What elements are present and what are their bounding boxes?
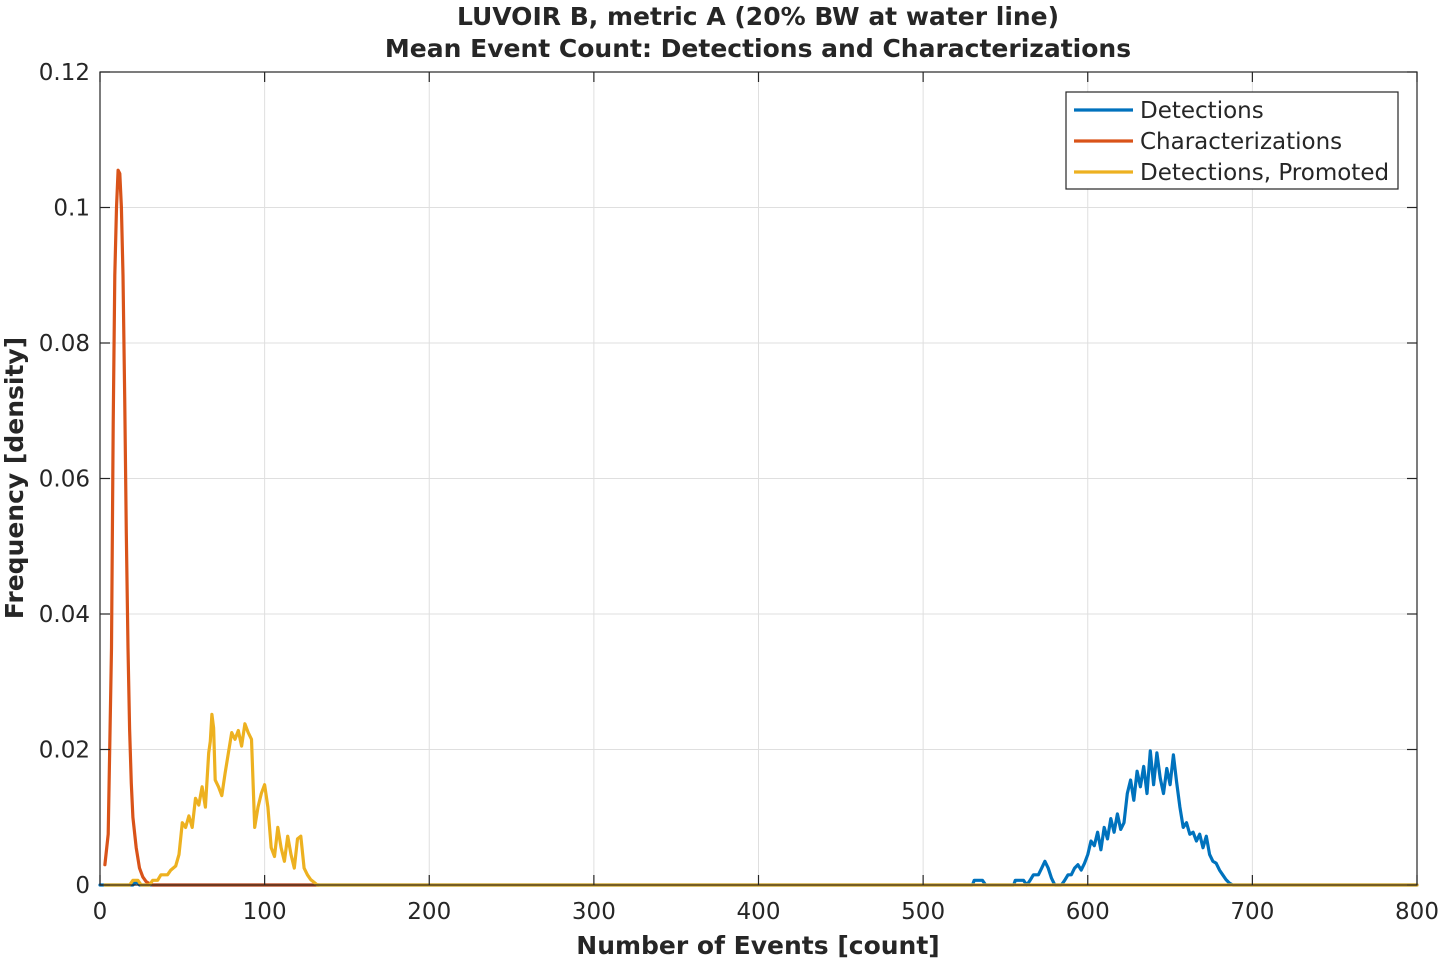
series-line-detections-promoted	[103, 712, 1419, 887]
series-line-characterizations	[103, 168, 321, 887]
x-tick-label: 600	[1066, 899, 1110, 925]
y-axis-label: Frequency [density]	[0, 337, 29, 619]
chart-title-line-1: LUVOIR B, metric A (20% BW at water line…	[457, 2, 1059, 31]
y-tick-label: 0.08	[39, 331, 90, 357]
x-tick-label: 200	[407, 899, 451, 925]
y-tick-label: 0.04	[39, 602, 90, 628]
axis-ticks	[99, 71, 1418, 886]
legend-label-detections-promoted: Detections, Promoted	[1140, 160, 1389, 186]
y-tick-label: 0.12	[39, 60, 90, 86]
x-tick-label: 800	[1395, 899, 1439, 925]
x-tick-label: 500	[901, 899, 945, 925]
y-tick-label: 0.02	[39, 738, 90, 764]
y-tick-label: 0.06	[39, 467, 90, 493]
y-axis-tick-labels: 0 0.02 0.04 0.06 0.08 0.1 0.12	[39, 60, 90, 899]
x-tick-label: 0	[93, 899, 108, 925]
y-tick-label: 0.1	[53, 196, 90, 222]
x-tick-label: 100	[243, 899, 287, 925]
legend: Detections Characterizations Detections, P…	[1065, 91, 1399, 190]
x-tick-label: 700	[1230, 899, 1274, 925]
x-axis-tick-labels: 0 100 200 300 400 500 600 700 800	[93, 899, 1439, 925]
legend-label-characterizations: Characterizations	[1140, 129, 1342, 155]
x-tick-label: 400	[737, 899, 781, 925]
plot-lines	[98, 168, 1419, 887]
grid	[100, 72, 1417, 885]
series-line-detections	[98, 749, 1419, 887]
chart-title-line-2: Mean Event Count: Detections and Charact…	[385, 34, 1131, 63]
y-tick-label: 0	[75, 873, 90, 899]
x-tick-label: 300	[572, 899, 616, 925]
legend-label-detections: Detections	[1140, 98, 1264, 124]
chart-title: LUVOIR B, metric A (20% BW at water line…	[385, 2, 1131, 63]
x-axis-label: Number of Events [count]	[576, 931, 939, 960]
